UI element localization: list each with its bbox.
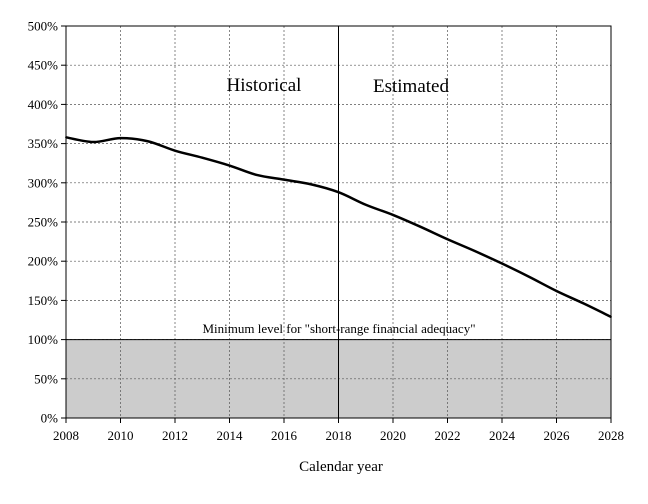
y-tick-label: 350% [28, 136, 59, 151]
section-label-estimated: Estimated [373, 76, 449, 97]
data-point [92, 141, 95, 143]
data-point [528, 275, 531, 278]
x-tick-label: 2018 [326, 428, 352, 443]
x-tick-label: 2026 [544, 428, 571, 443]
data-point [146, 140, 149, 143]
y-tick-label: 150% [28, 293, 59, 308]
x-tick-label: 2014 [217, 428, 244, 443]
data-point [582, 302, 585, 305]
y-tick-label: 500% [28, 19, 59, 34]
y-tick-label: 100% [28, 332, 59, 347]
y-tick-label: 300% [28, 175, 59, 190]
x-tick-label: 2010 [108, 428, 134, 443]
data-point [364, 203, 367, 206]
axis-ticks: 0% 50% 100% 150% 200% 250% 300% 350% 400% 450% 500… [28, 19, 624, 444]
y-tick-label: 450% [28, 58, 59, 73]
y-tick-label: 200% [28, 254, 59, 269]
x-axis-title: Calendar year [299, 459, 383, 475]
x-tick-label: 2008 [53, 428, 79, 443]
data-point [555, 290, 558, 292]
section-label-historical: Historical [227, 75, 302, 96]
data-point [446, 238, 449, 241]
data-point [228, 164, 231, 167]
data-point [337, 191, 340, 194]
x-tick-label: 2028 [598, 428, 624, 443]
data-point [419, 225, 422, 228]
y-tick-label: 400% [28, 97, 59, 112]
data-point [610, 315, 612, 318]
threshold-label: Minimum level for "short-range financial… [202, 321, 475, 336]
y-tick-label: 0% [41, 411, 59, 426]
data-point [473, 250, 476, 252]
data-point [501, 262, 503, 265]
data-point [283, 178, 285, 181]
data-point [255, 174, 258, 176]
x-tick-label: 2022 [435, 428, 461, 443]
x-tick-label: 2012 [162, 428, 188, 443]
y-tick-label: 250% [28, 215, 59, 230]
y-tick-label: 50% [34, 371, 58, 386]
data-point [119, 137, 122, 140]
data-point [310, 183, 313, 186]
x-tick-label: 2016 [271, 428, 298, 443]
data-point [174, 149, 176, 152]
data-point [392, 214, 394, 216]
data-point [201, 156, 204, 159]
x-tick-label: 2024 [489, 428, 516, 443]
data-point [65, 136, 67, 139]
series-layer [65, 136, 612, 318]
x-tick-label: 2020 [380, 428, 406, 443]
